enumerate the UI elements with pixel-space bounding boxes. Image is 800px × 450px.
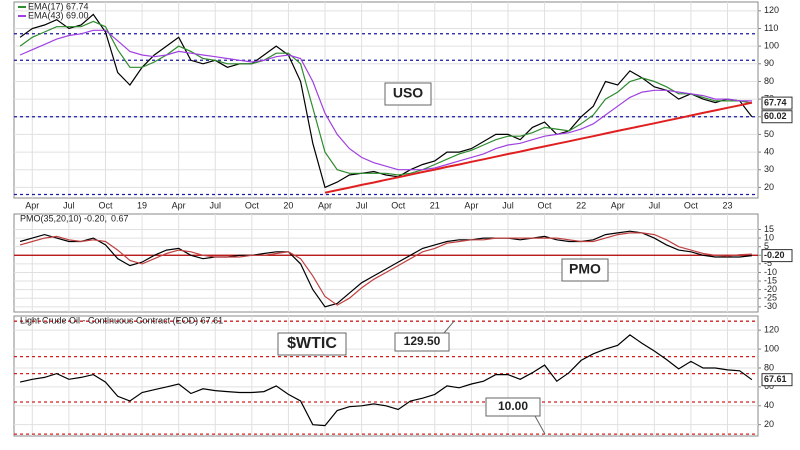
y-tick-label: -15 [764, 275, 777, 285]
level-label: 129.50 [404, 334, 441, 348]
panel [13, 315, 759, 437]
annotation: PMO [569, 261, 601, 277]
y-tick-label: 100 [764, 343, 779, 353]
x-tick-label: 19 [137, 200, 147, 210]
y-tick-label: 60 [764, 381, 774, 391]
legend-entry: EMA(17) 67.74 [28, 1, 89, 11]
x-tick-label: Apr [172, 200, 186, 210]
y-tick-label: 80 [764, 76, 774, 86]
price-box [761, 110, 793, 124]
x-tick-label: Jul [63, 200, 75, 210]
series-line [19, 232, 752, 306]
price-label: 60.02 [764, 111, 787, 121]
callout [443, 320, 455, 334]
x-tick-label: Oct [245, 200, 260, 210]
x-tick-label: Apr [611, 200, 625, 210]
y-tick-label: 15 [764, 224, 774, 234]
y-tick-label: 80 [764, 362, 774, 372]
callout [534, 415, 546, 435]
y-tick-label: 40 [764, 400, 774, 410]
legend-entry: EMA(43) 69.00 [28, 10, 89, 20]
y-tick-label: -5 [764, 258, 772, 268]
x-tick-label: 21 [430, 200, 440, 210]
x-tick-label: Jul [356, 200, 368, 210]
price-box [761, 249, 793, 263]
y-tick-label: 30 [764, 164, 774, 174]
x-tick-label: Oct [98, 200, 113, 210]
price-line [19, 334, 753, 427]
y-tick-label: 120 [764, 5, 779, 15]
series-line [19, 230, 752, 308]
level-label: 10.00 [498, 399, 528, 413]
annotation-box [561, 258, 609, 282]
y-tick-label: 100 [764, 41, 779, 51]
x-tick-label: Jul [502, 200, 514, 210]
x-tick-label: 22 [576, 200, 586, 210]
y-tick-label: -25 [764, 293, 777, 303]
y-tick-label: -10 [764, 267, 777, 277]
y-tick-label: 40 [764, 146, 774, 156]
y-tick-label: 90 [764, 58, 774, 68]
y-tick-label: -30 [764, 301, 777, 311]
price-label: 67.74 [764, 97, 787, 107]
legend-entry: PMO(35,20,10) -0.20, [20, 213, 107, 223]
x-tick-label: 23 [723, 200, 733, 210]
trendline [324, 101, 753, 194]
level-box [485, 397, 541, 417]
x-tick-label: Apr [318, 200, 332, 210]
annotation: USO [393, 85, 423, 101]
y-tick-label: 110 [764, 23, 778, 33]
annotation-box [277, 332, 347, 356]
y-tick-label: 120 [764, 325, 779, 335]
x-tick-label: Jul [209, 200, 221, 210]
x-tick-label: Jul [649, 200, 661, 210]
x-tick-label: Oct [391, 200, 406, 210]
x-tick-label: Oct [684, 200, 699, 210]
x-tick-label: Apr [25, 200, 39, 210]
price-label: -0.20 [764, 250, 785, 260]
panel-title: Light Crude Oil - Continuous Contract (E… [20, 315, 223, 325]
series-line [19, 20, 753, 176]
x-tick-label: 20 [283, 200, 293, 210]
price-label: 67.61 [764, 374, 787, 384]
x-tick-label: Oct [538, 200, 553, 210]
y-tick-label: 5 [764, 241, 769, 251]
y-tick-label: 50 [764, 129, 774, 139]
price-box [761, 96, 793, 110]
annotation-box [384, 82, 432, 106]
y-tick-label: -20 [764, 284, 777, 294]
y-tick-label: 20 [764, 182, 774, 192]
y-tick-label: 20 [764, 419, 774, 429]
price-box [761, 373, 793, 387]
y-tick-label: 10 [764, 232, 774, 242]
annotation: $WTIC [287, 335, 337, 352]
series-line [19, 29, 752, 171]
level-box [394, 332, 450, 352]
legend-entry: 0.67 [111, 213, 129, 223]
x-tick-label: Apr [464, 200, 478, 210]
